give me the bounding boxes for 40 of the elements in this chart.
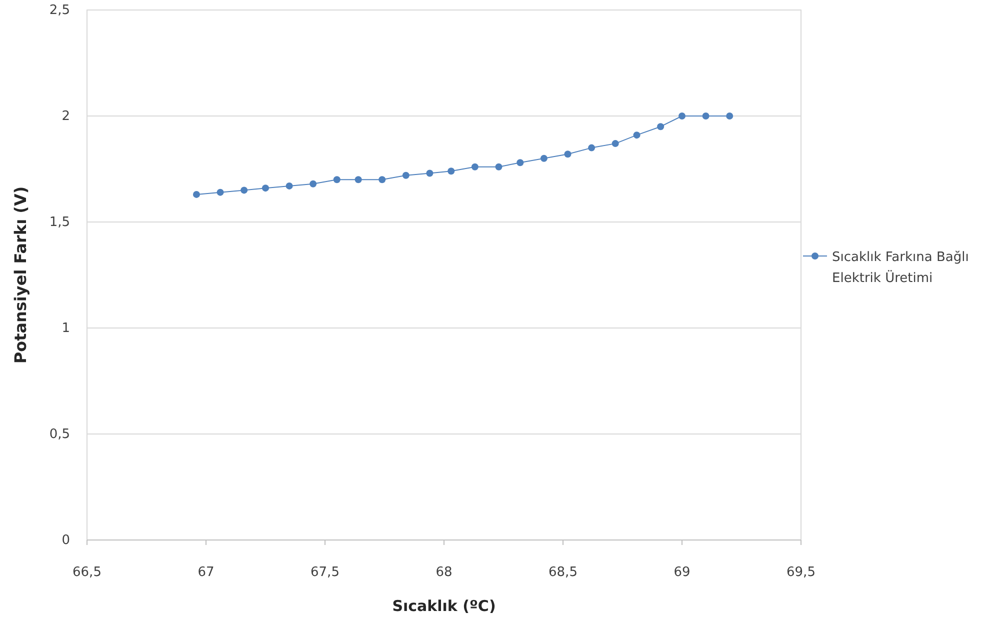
y-tick-label: 2 — [62, 109, 70, 124]
point — [262, 184, 269, 192]
point — [702, 112, 710, 120]
x-tick-label: 67,5 — [310, 565, 340, 580]
point — [540, 154, 548, 162]
y-tick-label: 0 — [62, 533, 70, 548]
point — [286, 182, 293, 190]
y-axis-title: Potansiyel Farkı (V) — [11, 186, 30, 364]
point — [378, 176, 386, 184]
point — [240, 186, 248, 194]
y-tick-label: 1,5 — [49, 215, 70, 230]
point — [588, 144, 596, 152]
point — [612, 140, 619, 148]
point — [192, 190, 200, 198]
point — [354, 176, 362, 184]
point — [310, 180, 317, 188]
point — [657, 123, 664, 130]
x-tick-label: 68 — [436, 565, 452, 580]
point — [633, 132, 640, 139]
point — [564, 150, 572, 158]
point — [402, 172, 410, 179]
point — [471, 163, 478, 170]
x-tick-label: 68,5 — [548, 565, 578, 580]
x-axis-title: Sıcaklık (ºC) — [392, 597, 496, 615]
point — [678, 112, 686, 120]
point — [516, 159, 524, 166]
point — [216, 188, 224, 196]
y-tick-label: 0,5 — [49, 427, 70, 442]
y-tick-label: 1 — [62, 321, 70, 336]
point — [726, 112, 734, 120]
point — [426, 170, 434, 177]
point — [495, 163, 502, 170]
x-tick-label: 69 — [674, 565, 690, 580]
point — [448, 168, 455, 175]
point — [333, 176, 340, 184]
x-tick-label: 66,5 — [72, 565, 102, 580]
legend-label: Sıcaklık Farkına Bağlı Elektrik Üretimi — [832, 250, 969, 286]
x-tick-label: 67 — [198, 565, 214, 580]
x-tick-label: 69,5 — [786, 565, 816, 580]
y-tick-label: 2,5 — [49, 3, 70, 18]
